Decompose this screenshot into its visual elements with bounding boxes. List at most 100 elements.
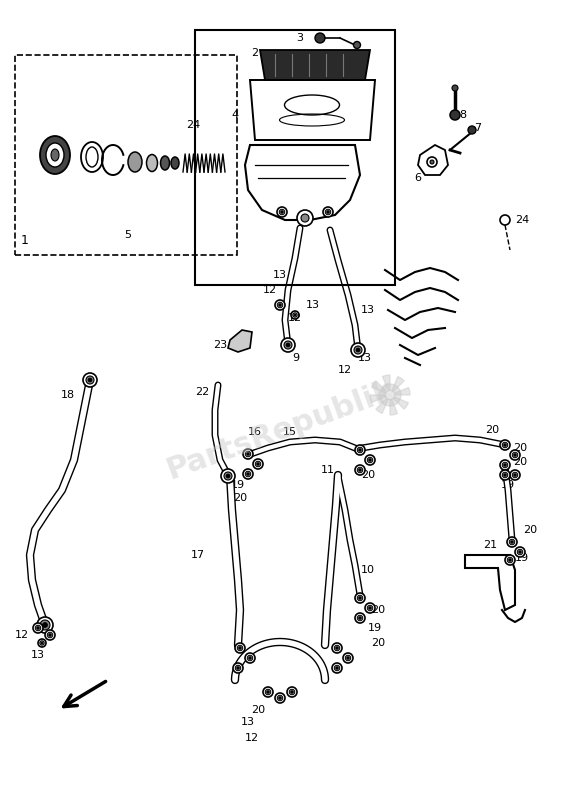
Circle shape xyxy=(289,690,295,694)
Circle shape xyxy=(221,469,235,483)
Ellipse shape xyxy=(46,143,64,167)
Text: 18: 18 xyxy=(61,390,75,400)
Circle shape xyxy=(510,470,520,480)
Text: 19: 19 xyxy=(515,553,529,563)
Circle shape xyxy=(351,343,365,357)
Circle shape xyxy=(332,663,342,673)
Text: 20: 20 xyxy=(233,493,247,503)
Ellipse shape xyxy=(146,154,157,171)
Text: 6: 6 xyxy=(415,173,422,183)
Circle shape xyxy=(278,304,281,306)
Text: 13: 13 xyxy=(306,300,320,310)
Text: 2: 2 xyxy=(252,48,259,58)
Circle shape xyxy=(83,373,97,387)
Circle shape xyxy=(294,314,296,316)
Circle shape xyxy=(38,639,46,647)
Circle shape xyxy=(357,595,363,601)
Circle shape xyxy=(503,472,508,478)
Circle shape xyxy=(35,626,41,630)
Circle shape xyxy=(519,550,521,554)
Circle shape xyxy=(275,300,285,310)
Circle shape xyxy=(257,462,259,466)
Circle shape xyxy=(357,615,363,621)
Text: 3: 3 xyxy=(297,33,304,43)
Circle shape xyxy=(500,460,510,470)
Circle shape xyxy=(293,313,297,317)
Circle shape xyxy=(505,555,515,565)
Wedge shape xyxy=(390,395,408,409)
Text: 20: 20 xyxy=(371,605,385,615)
Circle shape xyxy=(367,458,373,462)
Circle shape xyxy=(291,690,293,694)
Circle shape xyxy=(515,547,525,557)
Circle shape xyxy=(239,646,241,650)
Circle shape xyxy=(237,666,239,670)
Text: 13: 13 xyxy=(273,270,287,280)
Ellipse shape xyxy=(51,149,59,161)
Text: 12: 12 xyxy=(338,365,352,375)
Circle shape xyxy=(504,464,506,466)
Circle shape xyxy=(504,474,506,476)
Circle shape xyxy=(238,646,243,650)
Text: 12: 12 xyxy=(245,733,259,743)
Circle shape xyxy=(369,606,371,610)
Circle shape xyxy=(355,465,365,475)
Circle shape xyxy=(500,215,510,225)
Circle shape xyxy=(267,690,269,694)
Text: 24: 24 xyxy=(515,215,529,225)
Circle shape xyxy=(37,617,53,633)
Text: 20: 20 xyxy=(485,425,499,435)
Circle shape xyxy=(353,42,360,49)
Text: 16: 16 xyxy=(248,427,262,437)
Circle shape xyxy=(504,444,506,446)
Text: 23: 23 xyxy=(213,340,227,350)
Circle shape xyxy=(468,126,476,134)
Circle shape xyxy=(275,693,285,703)
Circle shape xyxy=(509,558,511,562)
Circle shape xyxy=(281,210,283,214)
Circle shape xyxy=(430,160,434,164)
Circle shape xyxy=(357,467,363,473)
Text: 17: 17 xyxy=(191,550,205,560)
Circle shape xyxy=(354,346,362,354)
Circle shape xyxy=(49,634,51,636)
Polygon shape xyxy=(260,50,370,80)
Text: 19: 19 xyxy=(231,480,245,490)
Text: 20: 20 xyxy=(513,457,527,467)
Circle shape xyxy=(512,472,518,478)
Circle shape xyxy=(514,454,516,456)
Text: 8: 8 xyxy=(459,110,467,120)
Circle shape xyxy=(224,472,232,480)
Ellipse shape xyxy=(171,157,179,169)
Circle shape xyxy=(235,666,241,670)
Text: 19: 19 xyxy=(368,623,382,633)
Circle shape xyxy=(336,666,338,670)
Circle shape xyxy=(359,597,362,599)
Circle shape xyxy=(345,655,351,661)
Text: 13: 13 xyxy=(31,650,45,660)
Circle shape xyxy=(359,469,362,471)
Circle shape xyxy=(281,338,295,352)
Text: 9: 9 xyxy=(292,353,300,363)
Circle shape xyxy=(325,210,331,214)
Circle shape xyxy=(503,462,508,468)
Circle shape xyxy=(500,470,510,480)
Circle shape xyxy=(511,541,513,543)
Circle shape xyxy=(500,440,510,450)
Circle shape xyxy=(37,626,39,630)
Text: PartsRepublik: PartsRepublik xyxy=(162,375,398,485)
Circle shape xyxy=(277,695,283,701)
Circle shape xyxy=(253,459,263,469)
Wedge shape xyxy=(370,395,390,402)
Circle shape xyxy=(347,657,349,659)
Text: 13: 13 xyxy=(241,717,255,727)
Circle shape xyxy=(47,632,53,638)
Circle shape xyxy=(88,378,92,382)
Circle shape xyxy=(263,687,273,697)
Circle shape xyxy=(503,442,508,448)
Text: 11: 11 xyxy=(321,465,335,475)
Circle shape xyxy=(45,630,55,640)
Circle shape xyxy=(327,210,329,214)
Circle shape xyxy=(297,210,313,226)
Circle shape xyxy=(247,453,249,455)
